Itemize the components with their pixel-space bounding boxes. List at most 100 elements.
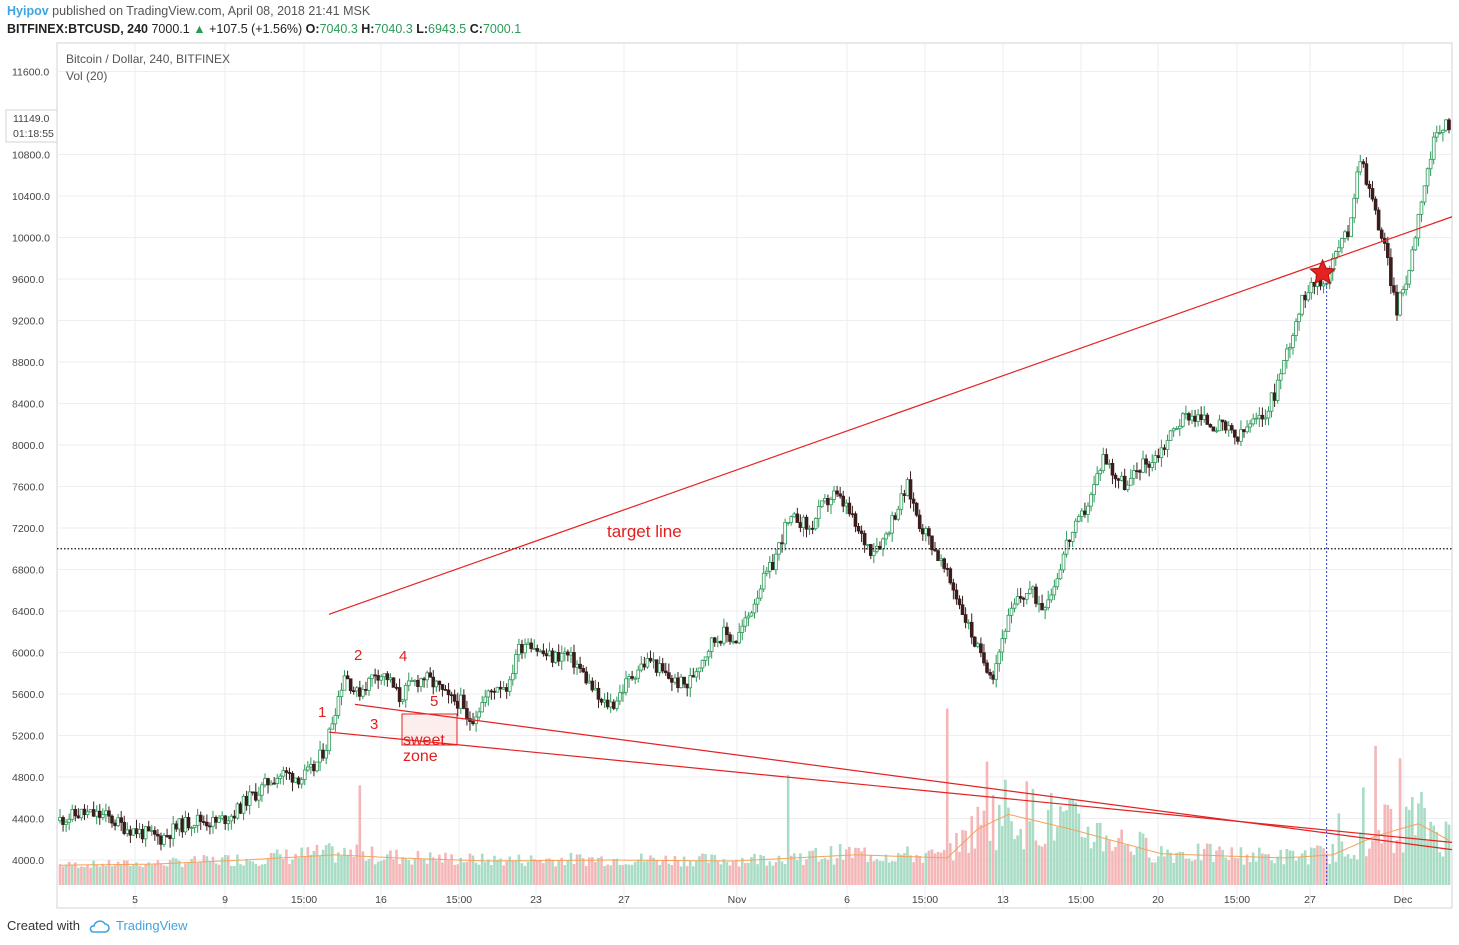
candle-body: [465, 708, 469, 719]
badge-countdown: 01:18:55: [13, 128, 54, 140]
volume-bar: [1227, 860, 1231, 885]
volume-bar: [1144, 837, 1148, 885]
candle-body: [578, 663, 582, 669]
volume-bar: [695, 860, 698, 885]
volume-bar: [750, 857, 753, 885]
candle-body: [208, 825, 212, 828]
candle: [596, 681, 601, 709]
volume-bar: [649, 855, 652, 885]
volume-bar: [884, 854, 888, 885]
volume-bar: [1270, 860, 1273, 885]
candle-body: [1211, 426, 1216, 432]
candle-body: [361, 689, 365, 697]
volume-bar: [860, 851, 863, 885]
trend-lines[interactable]: [57, 216, 1453, 886]
candle: [813, 517, 818, 531]
candle-body: [1024, 592, 1029, 600]
volume-bar: [138, 866, 141, 885]
candle: [948, 566, 953, 585]
candle-body: [1245, 426, 1249, 433]
volume-bar: [251, 861, 255, 885]
volume-bar: [976, 806, 980, 885]
candle-body: [189, 827, 194, 829]
volume-bar: [441, 862, 444, 885]
candle: [153, 826, 157, 841]
candle-body: [217, 817, 221, 823]
candle-body: [651, 659, 656, 662]
candle: [816, 499, 821, 528]
candle-body: [569, 652, 573, 656]
volume-bar: [1276, 856, 1279, 885]
candle: [1046, 590, 1051, 611]
legend-indicator[interactable]: Vol (20): [66, 69, 108, 83]
volume-bar: [1193, 859, 1197, 885]
candle: [581, 664, 585, 674]
candle: [541, 643, 546, 657]
candle: [936, 548, 940, 562]
candle-body: [563, 651, 567, 654]
volume-bar: [263, 863, 267, 885]
candle-body: [933, 549, 937, 552]
candle-body: [832, 490, 836, 500]
candle-body: [1031, 586, 1035, 590]
candle-body: [767, 561, 772, 572]
volume-bar: [1368, 848, 1371, 885]
volume-bar: [1340, 841, 1344, 885]
volume-bar: [961, 829, 964, 885]
candle-body: [1168, 430, 1173, 441]
candle-body: [1174, 428, 1179, 430]
volume-bar: [511, 860, 515, 885]
author-link[interactable]: Hyipov: [7, 4, 49, 18]
candle: [908, 471, 913, 509]
brand-name[interactable]: TradingView: [115, 918, 188, 933]
candle: [761, 565, 766, 593]
candle: [143, 825, 148, 847]
candle: [1061, 551, 1066, 573]
candle: [1398, 291, 1402, 317]
candle-body: [1122, 475, 1127, 491]
candle: [226, 815, 231, 831]
candle-body: [587, 680, 592, 684]
candle-body: [214, 816, 218, 823]
close-label: C:: [469, 22, 483, 36]
candle: [480, 695, 485, 713]
candle-body: [927, 528, 931, 537]
candle: [887, 531, 891, 537]
candle: [1278, 368, 1283, 390]
candle: [755, 590, 760, 613]
volume-bar: [688, 860, 692, 885]
volume-bar: [915, 854, 918, 885]
candle-body: [1171, 428, 1176, 432]
candle-body: [602, 699, 607, 703]
candle-body: [734, 640, 738, 644]
candle-body: [388, 677, 393, 681]
volume-bar: [848, 846, 851, 885]
candle: [963, 607, 968, 629]
candle: [324, 744, 328, 765]
candle: [1379, 227, 1384, 242]
candle: [559, 645, 564, 670]
candle: [1098, 468, 1103, 481]
candle: [315, 761, 319, 773]
volume-bar: [1169, 852, 1172, 885]
symbol-name: BITFINEX:BTCUSD, 240: [7, 22, 148, 36]
candle-body: [1419, 201, 1424, 215]
candle: [709, 636, 714, 659]
candle-body: [611, 701, 616, 709]
brand-link[interactable]: TradingView: [88, 918, 188, 933]
candle-body: [792, 513, 797, 518]
volume-bar: [1365, 856, 1368, 885]
candle-body: [260, 784, 264, 796]
volume-bar: [1101, 851, 1105, 885]
volume-bar: [542, 863, 545, 885]
candle: [820, 500, 824, 509]
y-tick-label: 5200.0: [12, 731, 44, 743]
volume-bar: [906, 846, 909, 885]
volume-bar: [517, 854, 521, 885]
volume-bar: [471, 855, 475, 885]
candle-body: [1077, 516, 1081, 522]
volume-bar: [1303, 850, 1307, 885]
volume-bar: [162, 865, 166, 885]
candle-body: [462, 694, 466, 709]
